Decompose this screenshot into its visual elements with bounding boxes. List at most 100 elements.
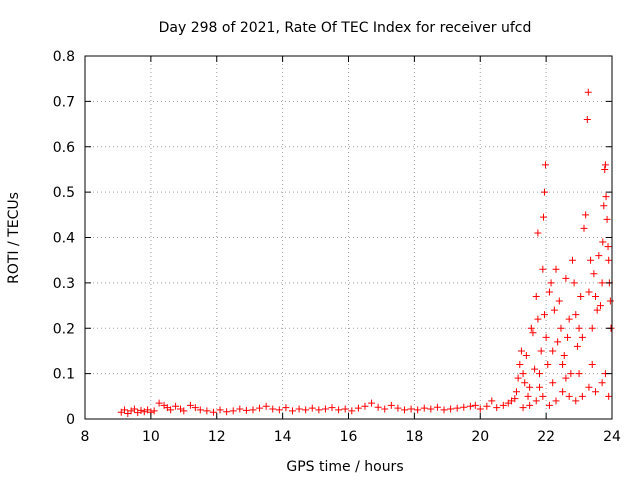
data-point-marker	[203, 407, 211, 415]
data-point-marker	[534, 315, 542, 323]
data-point-marker	[606, 297, 614, 305]
chart-title: Day 298 of 2021, Rate Of TEC Index for r…	[159, 20, 532, 36]
data-point-marker	[275, 406, 283, 414]
data-point-marker	[536, 370, 544, 378]
x-tick-label: 16	[340, 429, 358, 445]
data-point-marker	[567, 370, 575, 378]
data-point-marker	[595, 252, 603, 260]
data-point-marker	[559, 361, 567, 369]
data-point-marker	[167, 406, 175, 414]
data-point-marker	[547, 279, 555, 287]
data-point-marker	[262, 402, 270, 410]
data-point-marker	[440, 406, 448, 414]
data-point-marker	[186, 401, 194, 409]
y-tick-label: 0.8	[53, 49, 75, 65]
data-point-marker	[526, 383, 534, 391]
y-tick-label: 0.5	[53, 185, 75, 201]
data-point-marker	[511, 395, 519, 403]
data-point-marker	[572, 311, 580, 319]
axis-ticks	[84, 55, 613, 420]
data-point-marker	[572, 397, 580, 405]
y-tick-label: 0.3	[53, 276, 75, 292]
data-point-marker	[605, 256, 613, 264]
data-point-marker	[580, 224, 588, 232]
y-tick-label: 0.7	[53, 94, 75, 110]
data-point-marker	[545, 288, 553, 296]
data-point-marker	[583, 116, 591, 124]
y-tick-label: 0.1	[53, 367, 75, 383]
data-point-marker	[590, 270, 598, 278]
data-point-marker	[592, 388, 600, 396]
data-point-marker	[534, 229, 542, 237]
data-point-marker	[400, 406, 408, 414]
grid-lines	[85, 56, 612, 419]
data-point-marker	[562, 274, 570, 282]
data-point-marker	[573, 342, 581, 350]
data-point-marker	[544, 361, 552, 369]
data-point-marker	[585, 288, 593, 296]
data-point-marker	[249, 406, 257, 414]
y-tick-label: 0.4	[53, 231, 75, 247]
data-point-marker	[514, 374, 522, 382]
data-point-marker	[387, 401, 395, 409]
data-point-marker	[137, 406, 145, 414]
x-tick-label: 20	[471, 429, 489, 445]
data-point-marker	[242, 406, 250, 414]
data-point-marker	[282, 404, 290, 412]
y-axis-label: ROTI / TECUs	[6, 192, 22, 284]
data-point-marker	[565, 315, 573, 323]
data-point-marker	[578, 392, 586, 400]
data-point-marker	[592, 292, 600, 300]
data-point-marker	[427, 405, 435, 413]
data-point-marker	[585, 383, 593, 391]
data-point-marker	[447, 405, 455, 413]
data-point-marker	[565, 392, 573, 400]
data-point-marker	[604, 243, 612, 251]
data-point-marker	[593, 306, 601, 314]
data-point-marker	[522, 351, 530, 359]
data-point-marker	[539, 265, 547, 273]
data-point-marker	[603, 215, 611, 223]
data-point-marker	[150, 407, 158, 415]
data-point-marker	[602, 193, 610, 201]
data-point-marker	[471, 401, 479, 409]
data-point-marker	[493, 404, 501, 412]
x-tick-label: 14	[274, 429, 292, 445]
data-point-marker	[605, 392, 613, 400]
x-tick-label: 8	[81, 429, 90, 445]
data-point-marker	[453, 404, 461, 412]
data-point-marker	[582, 211, 590, 219]
data-point-marker	[433, 403, 441, 411]
data-point-marker	[527, 324, 535, 332]
data-point-marker	[537, 347, 545, 355]
data-point-marker	[354, 404, 362, 412]
data-point-marker	[191, 404, 199, 412]
data-point-marker	[407, 405, 415, 413]
data-point-marker	[341, 405, 349, 413]
data-point-marker	[600, 202, 608, 210]
data-point-marker	[552, 397, 560, 405]
data-point-marker	[529, 329, 537, 337]
x-tick-label: 24	[603, 429, 621, 445]
data-point-marker	[517, 347, 525, 355]
data-point-marker	[394, 404, 402, 412]
data-point-marker	[562, 374, 570, 382]
data-point-marker	[564, 333, 572, 341]
x-tick-label: 12	[208, 429, 226, 445]
data-point-marker	[229, 407, 237, 415]
data-point-marker	[532, 292, 540, 300]
data-point-marker	[598, 379, 606, 387]
x-tick-label: 10	[142, 429, 160, 445]
x-axis-label: GPS time / hours	[286, 459, 403, 475]
data-point-marker	[519, 370, 527, 378]
data-point-marker	[545, 401, 553, 409]
data-point-marker	[499, 401, 507, 409]
data-point-marker	[568, 256, 576, 264]
data-point-marker	[539, 392, 547, 400]
data-point-marker	[289, 407, 297, 415]
data-point-marker	[368, 399, 376, 407]
data-point-marker	[374, 403, 382, 411]
data-point-marker	[549, 379, 557, 387]
data-point-marker	[536, 383, 544, 391]
